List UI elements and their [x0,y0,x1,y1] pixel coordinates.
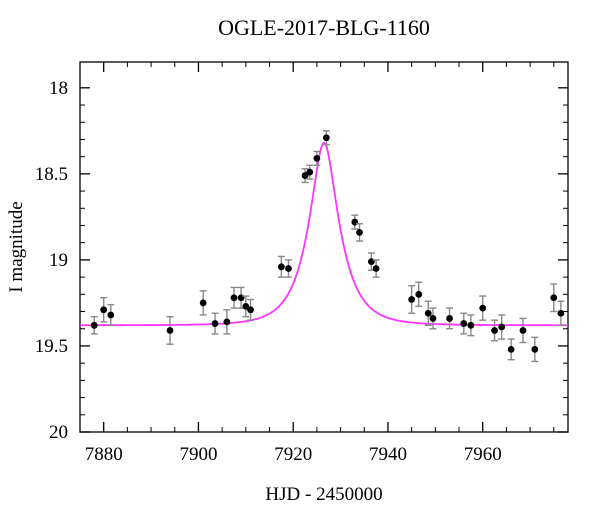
data-point-24[interactable] [430,315,437,322]
data-point-31[interactable] [508,346,515,353]
data-point-30[interactable] [498,324,505,331]
data-point-22[interactable] [415,291,422,298]
data-point-6[interactable] [223,318,230,325]
chart-background [0,0,600,512]
data-point-21[interactable] [408,296,415,303]
data-point-33[interactable] [531,346,538,353]
data-point-26[interactable] [460,320,467,327]
y-tick-label: 18 [49,78,68,99]
chart-title: OGLE-2017-BLG-1160 [218,15,430,40]
data-point-14[interactable] [306,169,313,176]
y-axis-label: I magnitude [6,201,27,292]
x-axis-label: HJD - 2450000 [265,484,382,505]
x-tick-label: 7960 [464,444,502,465]
data-point-35[interactable] [557,310,564,317]
data-point-12[interactable] [285,265,292,272]
data-point-10[interactable] [247,306,254,313]
data-point-3[interactable] [167,327,174,334]
data-point-27[interactable] [467,322,474,329]
x-tick-label: 7900 [179,444,217,465]
y-tick-label: 19 [49,250,68,271]
data-point-7[interactable] [231,294,238,301]
data-point-34[interactable] [550,294,557,301]
y-tick-label: 20 [49,422,68,443]
data-point-32[interactable] [520,327,527,334]
chart-container: OGLE-2017-BLG-1160 HJD - 2450000 I magni… [0,0,600,512]
data-point-0[interactable] [91,322,98,329]
light-curve-plot: OGLE-2017-BLG-1160 HJD - 2450000 I magni… [0,0,600,512]
data-point-23[interactable] [425,310,432,317]
x-tick-label: 7920 [274,444,312,465]
x-tick-label: 7940 [369,444,407,465]
data-point-1[interactable] [100,306,107,313]
y-tick-label: 19.5 [35,336,68,357]
data-point-16[interactable] [323,134,330,141]
data-point-29[interactable] [491,327,498,334]
x-tick-label: 7880 [85,444,123,465]
data-point-11[interactable] [278,263,285,270]
data-point-28[interactable] [479,305,486,312]
data-point-5[interactable] [212,320,219,327]
data-point-25[interactable] [446,315,453,322]
data-point-2[interactable] [107,312,114,319]
y-tick-label: 18.5 [35,164,68,185]
data-point-4[interactable] [200,300,207,307]
data-point-18[interactable] [356,229,363,236]
data-point-15[interactable] [313,155,320,162]
data-point-20[interactable] [373,265,380,272]
